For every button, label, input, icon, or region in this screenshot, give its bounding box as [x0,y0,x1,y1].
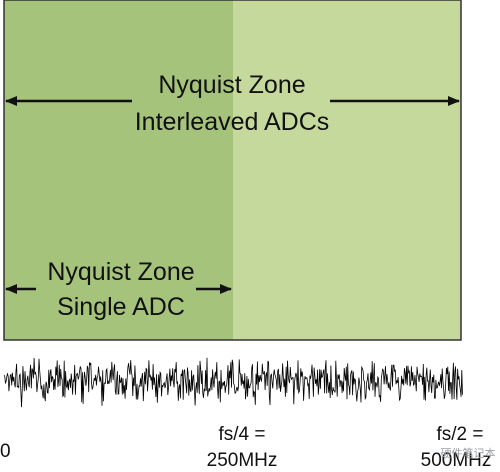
single-adc-zone-band [4,0,233,340]
fs-half-label-line1: fs/2 = [437,424,484,445]
fs-quarter-label-line2: 250MHz [207,450,278,471]
fs-quarter-label-line1: fs/4 = [219,424,266,445]
noise-spectrum-trace [3,357,463,408]
single-adc-zone-subtitle: Single ADC [57,293,185,321]
interleaved-zone-band [233,0,461,340]
interleaved-zone-subtitle: Interleaved ADCs [135,108,330,136]
single-adc-zone-title: Nyquist Zone [47,258,194,286]
fs-half-label-line2: 500MHz [421,450,492,471]
watermark-text: 硬件笔记本 [441,446,496,460]
axis-origin-label: 0 [0,441,11,462]
interleaved-zone-title: Nyquist Zone [158,71,305,99]
zone-frame [3,0,462,341]
